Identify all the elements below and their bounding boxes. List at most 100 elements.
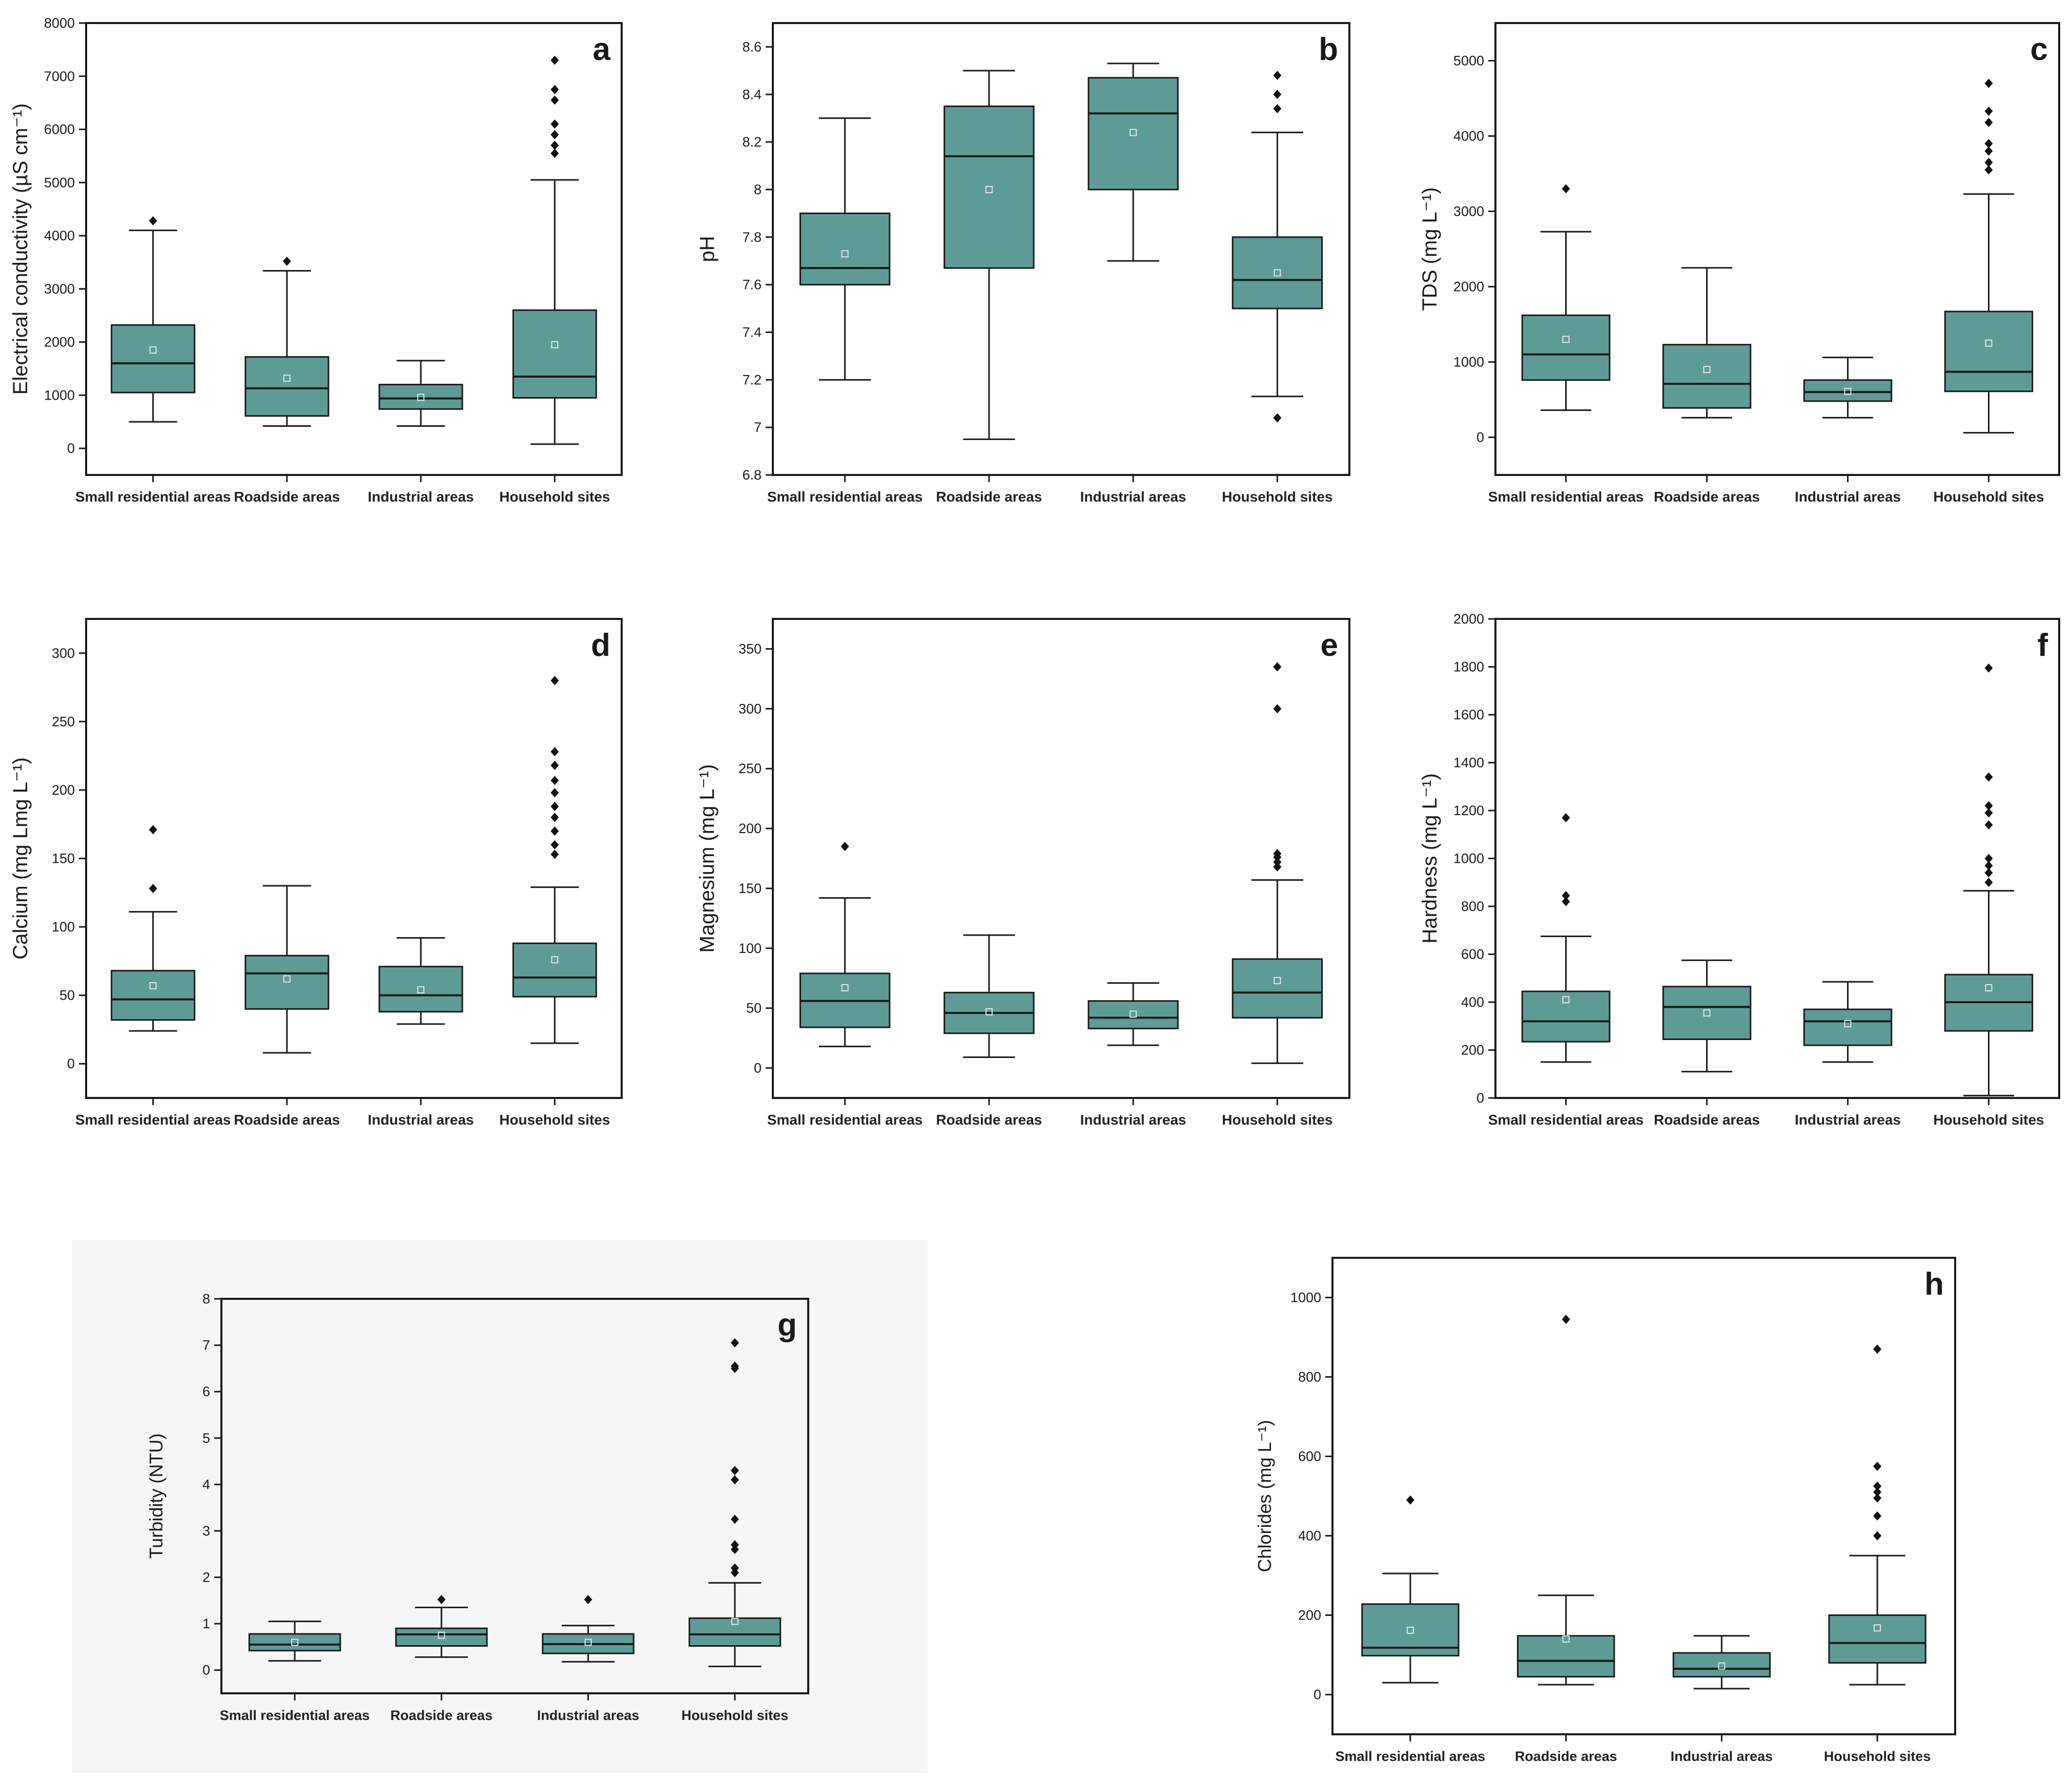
- panel-d-ytick-label-0: 0: [67, 1056, 75, 1071]
- panel-h-outlier-3-6: [1873, 1344, 1882, 1354]
- panel-e-outlier-3-1: [1273, 857, 1282, 867]
- panel-d-outlier-3-5: [550, 788, 559, 798]
- panel-g-ytick-label-1: 1: [202, 1616, 210, 1631]
- panel-h-ytick-label-3: 600: [1298, 1449, 1321, 1464]
- panel-a-outlier-3-5: [550, 85, 559, 94]
- panel-e-outlier-0-0: [840, 842, 849, 852]
- panel-f-xtick-label-0: Small residential areas: [1488, 1112, 1644, 1128]
- panel-d-xtick-label-1: Roadside areas: [234, 1112, 340, 1128]
- panel-f-ytick-label-7: 1400: [1453, 755, 1484, 771]
- panel-h-ytick-label-0: 0: [1314, 1687, 1321, 1703]
- panel-b-xtick-label-2: Industrial areas: [1080, 489, 1186, 505]
- panel-e-ytick-label-0: 0: [754, 1061, 762, 1076]
- panel-h-box-3: [1828, 1614, 1926, 1664]
- panel-e-outlier-3-4: [1273, 704, 1282, 714]
- panel-f-letter: f: [2037, 628, 2048, 663]
- panel-g-ytick-label-7: 7: [202, 1338, 210, 1353]
- panel-a-box-1: [244, 356, 330, 417]
- panel-b-ytick-label-9: 8.6: [742, 39, 762, 54]
- panel-d-outlier-3-6: [550, 776, 559, 785]
- panel-e-xtick-label-1: Roadside areas: [936, 1112, 1042, 1128]
- panel-b-outlier-3-0: [1273, 413, 1282, 423]
- panel-g-box-0: [248, 1633, 341, 1652]
- panel-g-ytick-label-3: 3: [202, 1523, 210, 1539]
- panel-d-ytick-label-3: 150: [52, 851, 75, 866]
- panel-e-xtick-label-3: Household sites: [1222, 1112, 1332, 1128]
- panel-b-box-0: [799, 212, 891, 286]
- panel-h-xtick-label-2: Industrial areas: [1671, 1749, 1773, 1764]
- panel-d-mean-2: [417, 986, 425, 993]
- panel-d-outlier-3-4: [550, 801, 559, 811]
- panel-h-mean-0: [1406, 1626, 1414, 1634]
- panel-e-xtick-label-2: Industrial areas: [1080, 1112, 1186, 1128]
- panel-a-outlier-1-0: [282, 256, 291, 266]
- panel-b-ytick-label-0: 6.8: [742, 467, 762, 483]
- panel-e-frame: [772, 618, 1350, 1099]
- panel-a-box-0: [111, 324, 196, 393]
- panel-h-box-2: [1672, 1652, 1771, 1678]
- panel-f-ytick-label-8: 1600: [1453, 707, 1484, 722]
- panel-f-mean-1: [1703, 1009, 1711, 1017]
- panel-e-ylabel: Magnesium (mg L⁻¹): [696, 764, 719, 953]
- panel-g-letter: g: [777, 1308, 797, 1343]
- panel-f-mean-2: [1844, 1020, 1852, 1028]
- panel-g-outlier-3-8: [730, 1361, 739, 1371]
- panel-h-outlier-1-0: [1562, 1315, 1570, 1324]
- panel-e-ytick-label-7: 350: [738, 641, 762, 656]
- panel-f-xtick-label-3: Household sites: [1933, 1112, 2044, 1128]
- panel-c-outlier-3-4: [1984, 118, 1993, 128]
- panel-b-ytick-label-2: 7.2: [742, 372, 762, 387]
- panel-c-outlier-3-5: [1984, 106, 1993, 116]
- panel-g-box-1: [395, 1627, 488, 1647]
- panel-e-xtick-label-0: Small residential areas: [767, 1112, 923, 1128]
- panel-d-outlier-3-2: [550, 826, 559, 836]
- panel-g-outlier-3-0: [730, 1568, 739, 1578]
- panel-f-outlier-3-1: [1984, 868, 1993, 878]
- panel-b-outlier-3-2: [1273, 90, 1282, 99]
- panel-f-ytick-label-4: 800: [1461, 899, 1484, 914]
- panel-g-outlier-3-9: [730, 1338, 739, 1348]
- panel-a-outlier-3-6: [550, 55, 559, 65]
- panel-h-outlier-0-0: [1406, 1495, 1414, 1505]
- panel-g-outlier-3-1: [730, 1563, 739, 1573]
- panel-g-xtick-label-2: Industrial areas: [537, 1708, 640, 1723]
- panel-d-mean-3: [551, 956, 559, 964]
- panel-g-ytick-label-0: 0: [202, 1663, 210, 1678]
- panel-h-mean-3: [1874, 1624, 1881, 1632]
- panel-d-outlier-3-0: [550, 849, 559, 859]
- panel-h-ytick-label-1: 200: [1298, 1608, 1321, 1623]
- panel-g-ytick-label-5: 5: [202, 1430, 210, 1446]
- panel-g-xtick-label-3: Household sites: [682, 1708, 789, 1723]
- panel-h-box-1: [1516, 1635, 1615, 1678]
- panel-b-ytick-label-4: 7.6: [742, 277, 762, 293]
- panel-f-outlier-3-0: [1984, 878, 1993, 887]
- panel-g-outlier-3-5: [730, 1475, 739, 1485]
- panel-h-outlier-3-3: [1873, 1487, 1882, 1497]
- panel-d-frame: [85, 618, 623, 1099]
- panel-d-box-2: [378, 966, 463, 1013]
- panel-a-xtick-label-3: Household sites: [499, 489, 610, 505]
- panel-d-xtick-label-0: Small residential areas: [75, 1112, 231, 1128]
- panel-e-mean-1: [985, 1008, 993, 1015]
- panel-c-xtick-label-0: Small residential areas: [1488, 489, 1644, 505]
- panel-h-outlier-3-0: [1873, 1531, 1882, 1541]
- panel-a-outlier-3-0: [550, 149, 559, 158]
- panel-d-ytick-label-2: 100: [52, 919, 75, 935]
- panel-g-mean-3: [731, 1617, 738, 1625]
- panel-b-box-1: [943, 105, 1035, 269]
- panel-e-box-3: [1232, 958, 1323, 1019]
- panel-f-outlier-0-1: [1562, 890, 1570, 900]
- panel-a-xtick-label-1: Roadside areas: [234, 489, 340, 505]
- panel-f-ytick-label-10: 2000: [1453, 611, 1484, 627]
- panel-c-mean-1: [1703, 366, 1711, 374]
- panel-f-ytick-label-2: 400: [1461, 994, 1484, 1010]
- panel-c-outlier-0-0: [1562, 184, 1570, 194]
- panel-c-outlier-3-0: [1984, 165, 1993, 175]
- panel-g-outlier-3-2: [730, 1545, 739, 1554]
- panel-h-outlier-3-2: [1873, 1493, 1882, 1503]
- panel-g-mean-2: [584, 1638, 592, 1646]
- panel-c-outlier-3-3: [1984, 139, 1993, 149]
- panel-a-ytick-label-6: 6000: [44, 122, 75, 137]
- panel-e-ytick-label-4: 200: [738, 821, 762, 836]
- panel-f-xtick-label-2: Industrial areas: [1795, 1112, 1901, 1128]
